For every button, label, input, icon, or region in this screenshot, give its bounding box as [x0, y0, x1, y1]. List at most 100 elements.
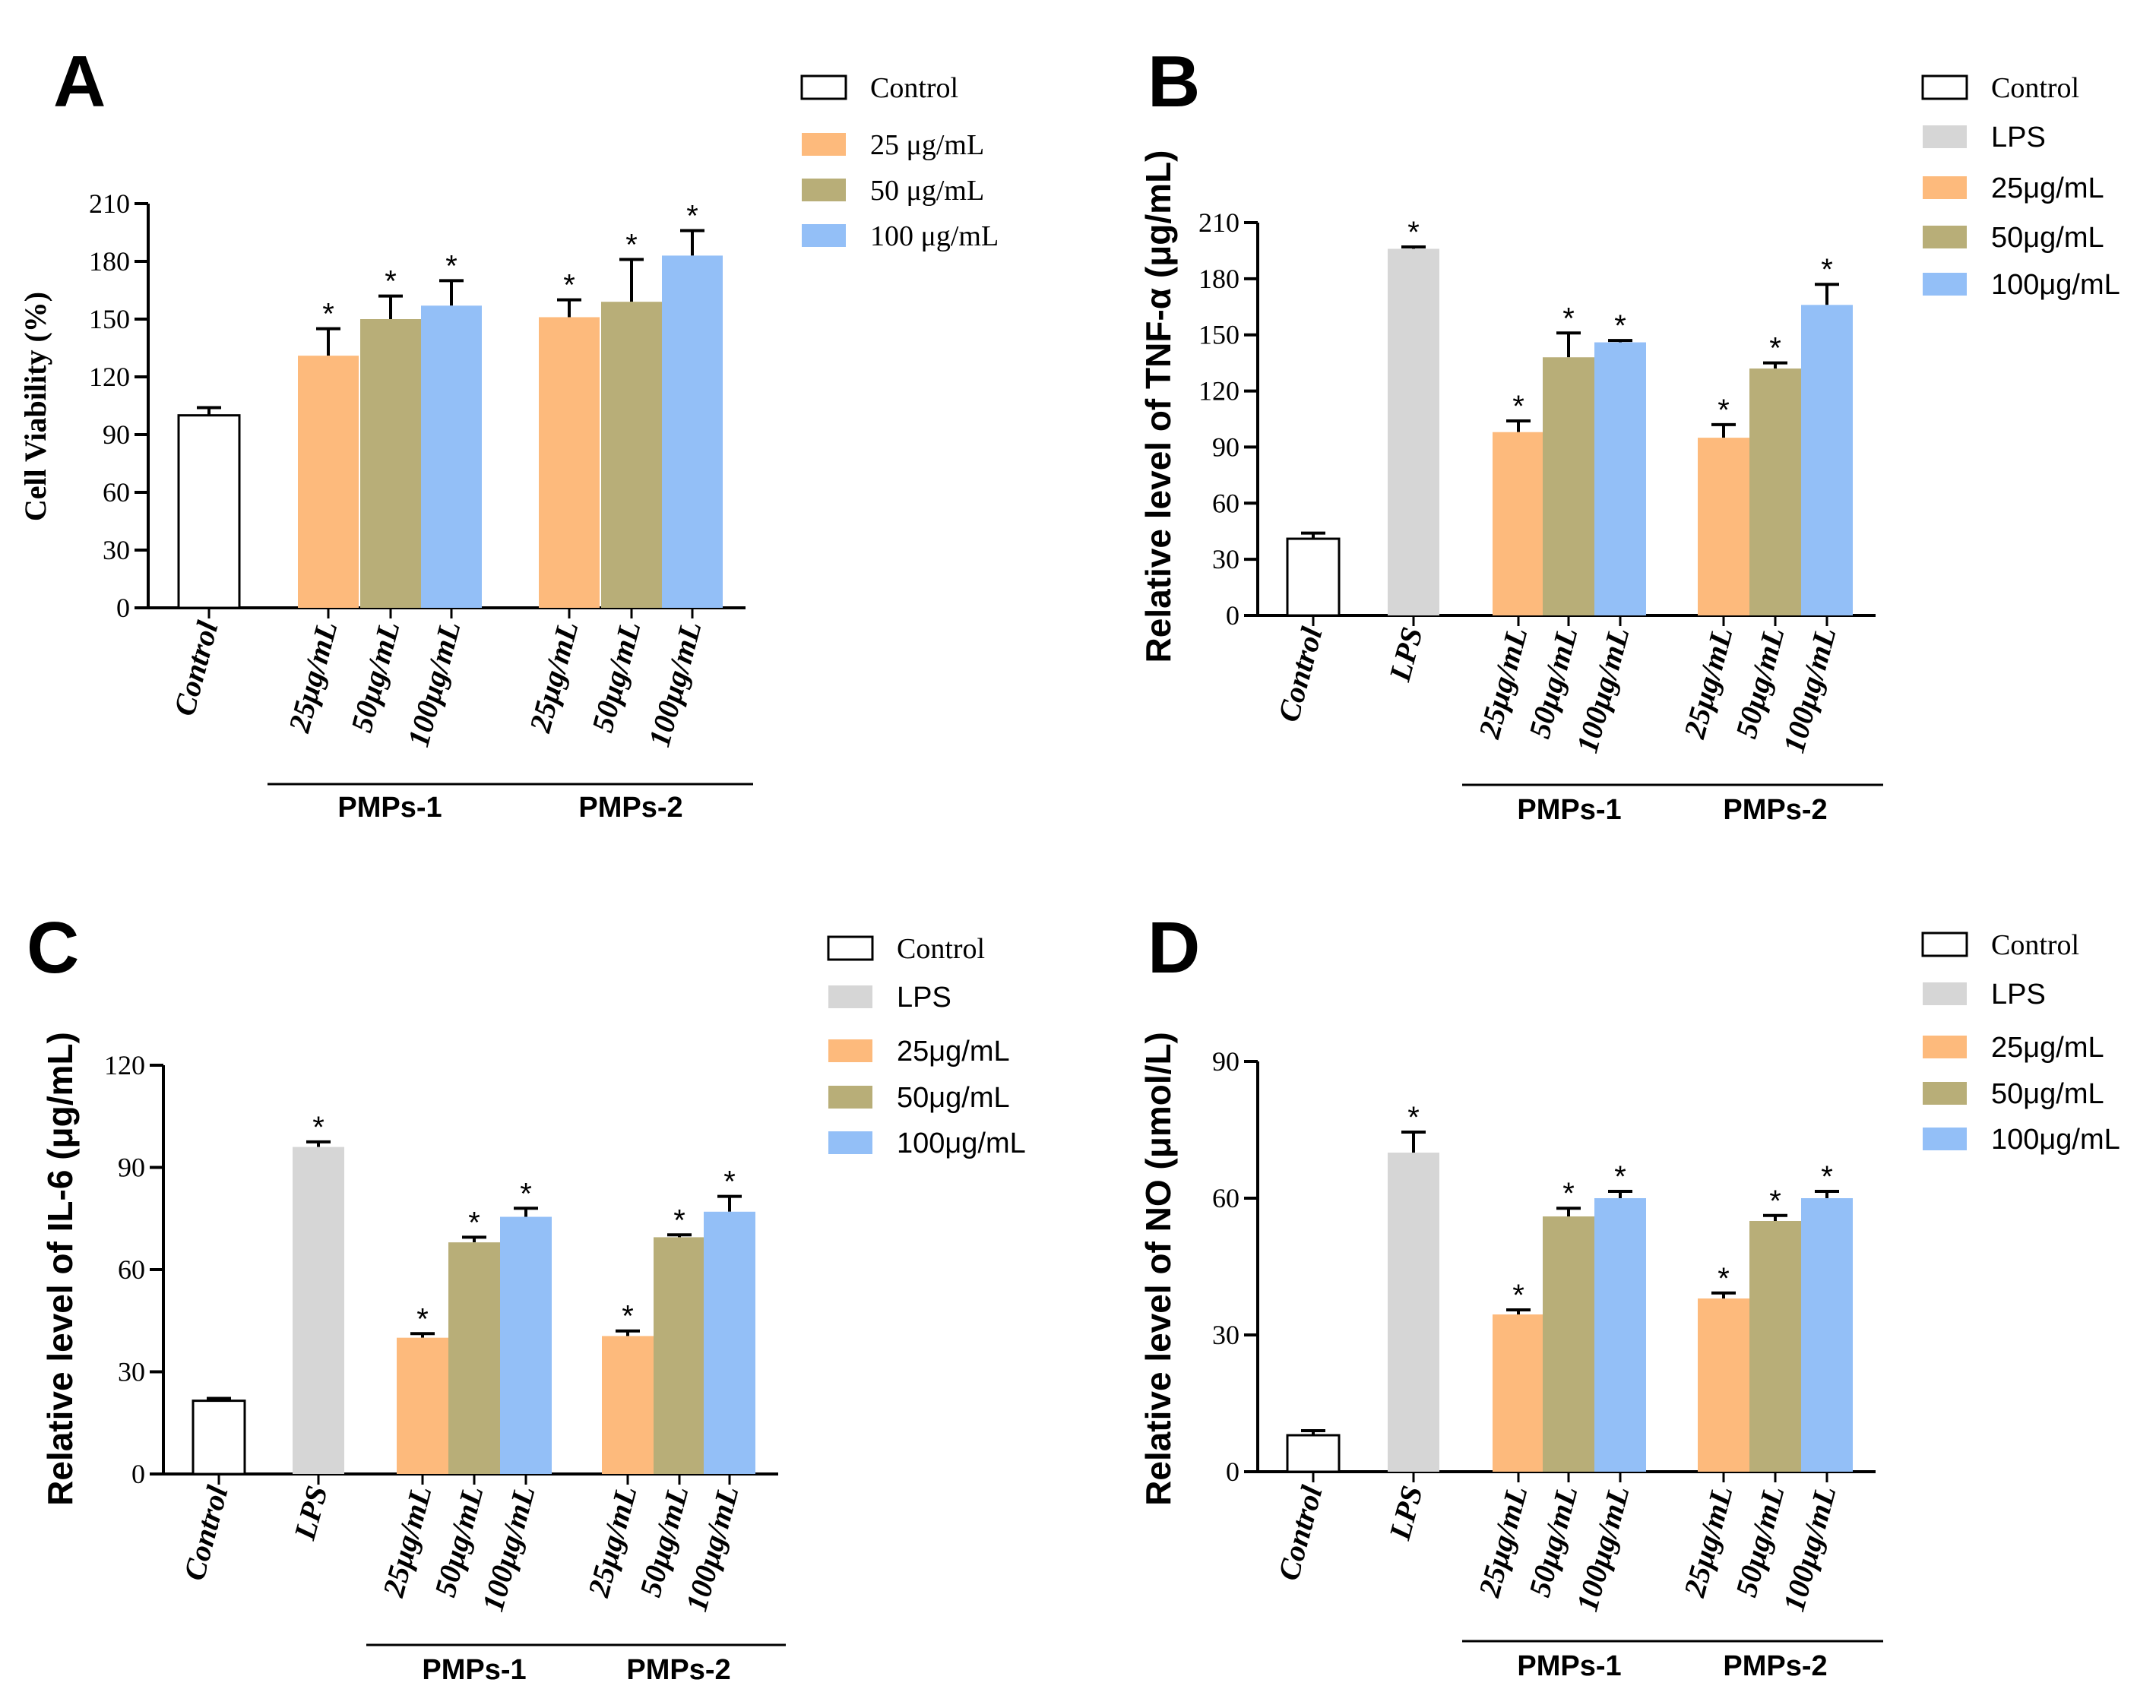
panel-c: C Relative level of IL-6 (μg/mL) 0 30 60 90 12… [27, 907, 1026, 1686]
bar [397, 1337, 448, 1474]
y-tick-label: 180 [1198, 264, 1239, 294]
y-tick-label: 90 [1212, 1046, 1239, 1077]
y-tick-label: 120 [89, 362, 130, 392]
significance-star: * [622, 1300, 634, 1333]
legend-label: LPS [897, 982, 951, 1014]
x-category-label: 25μg/mL [1676, 1482, 1739, 1601]
y-tick-label: 210 [89, 188, 130, 219]
legend-label: Control [1991, 72, 2079, 104]
bar [1801, 1198, 1853, 1472]
panel-b: B Relative level of TNF-α (μg/mL) 0 30 60 90 1… [1138, 41, 2120, 826]
y-tick-label: 60 [1212, 1183, 1239, 1213]
significance-star: * [1769, 1185, 1781, 1218]
y-tick-label: 90 [103, 419, 130, 450]
bar [662, 255, 723, 608]
significance-star: * [1769, 332, 1781, 365]
significance-star: * [1512, 1279, 1524, 1312]
legend-label: 25 μg/mL [870, 129, 984, 161]
group-label: PMPs-2 [1723, 794, 1827, 826]
y-tick-label: 30 [118, 1357, 145, 1387]
bar [1749, 368, 1801, 615]
legend-label: LPS [1991, 122, 2046, 153]
significance-star: * [468, 1206, 480, 1239]
legend-swatch [800, 74, 847, 100]
bar [1543, 357, 1594, 615]
legend-swatch [828, 1039, 872, 1062]
significance-star: * [1821, 253, 1833, 286]
legend-swatch [802, 224, 846, 247]
significance-star: * [1407, 216, 1420, 249]
group-label: PMPs-1 [1517, 1650, 1621, 1682]
x-category-label: 25μg/mL [522, 618, 584, 736]
y-axis-title: Cell Viability (%) [18, 292, 52, 521]
y-tick-label: 0 [1226, 600, 1239, 631]
y-axis-title: Relative level of NO (μmol/L) [1138, 1032, 1178, 1506]
x-category-label: LPS [1382, 624, 1429, 685]
significance-star: * [563, 269, 575, 302]
legend-label: 50μg/mL [897, 1082, 1010, 1114]
bar [1286, 1434, 1341, 1473]
bar [1801, 305, 1853, 615]
significance-star: * [1614, 1160, 1626, 1194]
bar [704, 1211, 755, 1474]
y-tick-label: 30 [103, 535, 130, 565]
x-category-label: Control [1271, 623, 1328, 726]
panel-label: C [27, 907, 79, 988]
group-label: PMPs-1 [422, 1654, 526, 1686]
significance-star: * [1821, 1160, 1833, 1194]
legend-swatch [1921, 74, 1968, 100]
significance-star: * [1718, 394, 1730, 427]
significance-star: * [625, 228, 638, 261]
legend-swatch [1923, 273, 1967, 296]
significance-star: * [723, 1166, 736, 1199]
bar [1493, 1314, 1544, 1472]
legend-label: Control [897, 933, 985, 965]
y-tick-label: 0 [131, 1459, 145, 1489]
legend-swatch [827, 935, 874, 961]
x-category-label: 100μg/mL [401, 618, 467, 751]
x-category-label: Control [176, 1482, 234, 1584]
legend-swatch [802, 133, 846, 156]
significance-star: * [445, 249, 457, 283]
y-tick-label: 30 [1212, 1320, 1239, 1350]
legend-swatch [1923, 1128, 1967, 1150]
y-tick-label: 0 [1226, 1457, 1239, 1487]
x-category-label: 50μg/mL [1729, 624, 1791, 742]
bar [192, 1400, 246, 1476]
significance-star: * [1407, 1101, 1420, 1134]
significance-star: * [686, 199, 698, 232]
x-category-label: Control [166, 617, 224, 720]
bar [448, 1242, 500, 1474]
bar [1594, 342, 1646, 615]
x-category-label: 50μg/mL [344, 618, 407, 735]
significance-star: * [312, 1111, 325, 1144]
x-category-label: LPS [287, 1482, 334, 1544]
legend-label: 100 μg/mL [870, 220, 999, 252]
y-axis-title: Relative level of TNF-α (μg/mL) [1138, 150, 1178, 663]
x-category-label: 50μg/mL [428, 1482, 490, 1600]
bar [1493, 432, 1544, 615]
y-axis-title: Relative level of IL-6 (μg/mL) [40, 1032, 80, 1506]
bar [1698, 1298, 1749, 1472]
bar [177, 414, 241, 609]
group-label: PMPs-2 [578, 792, 682, 824]
group-label: PMPs-1 [1517, 794, 1621, 826]
y-tick-label: 120 [1198, 376, 1239, 406]
y-tick-label: 60 [103, 477, 130, 508]
y-tick-label: 60 [118, 1254, 145, 1285]
y-tick-label: 150 [89, 304, 130, 334]
legend-swatch [1923, 125, 1967, 148]
bar [1388, 1153, 1439, 1472]
legend-swatch [828, 985, 872, 1008]
legend-swatch [1923, 982, 1967, 1005]
group-label: PMPs-2 [626, 1654, 730, 1686]
x-category-label: 25μg/mL [375, 1482, 438, 1601]
group-label: PMPs-1 [337, 792, 442, 824]
significance-star: * [322, 298, 334, 331]
y-tick-label: 60 [1212, 488, 1239, 518]
y-tick-label: 180 [89, 246, 130, 277]
bar [1388, 248, 1439, 615]
x-category-label: 100μg/mL [642, 618, 708, 751]
legend-label: 100μg/mL [897, 1128, 1026, 1159]
